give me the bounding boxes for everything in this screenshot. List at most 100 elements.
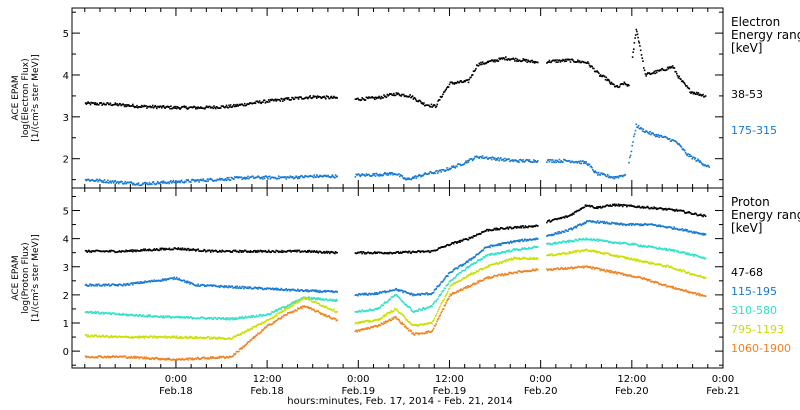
data-point [178, 336, 180, 339]
data-point [529, 161, 532, 163]
data-point [236, 250, 238, 253]
data-point [547, 242, 550, 245]
data-point [358, 330, 361, 332]
data-point [287, 307, 290, 309]
data-point [460, 264, 462, 266]
data-point [112, 312, 115, 314]
data-point [460, 80, 462, 82]
data-point [323, 306, 325, 308]
data-point [596, 221, 598, 223]
data-point [258, 177, 261, 179]
data-point [150, 183, 152, 185]
legend-title-line: Energy range [731, 208, 800, 222]
data-point [110, 284, 113, 286]
data-point [234, 285, 237, 288]
data-point [108, 249, 111, 252]
data-point [199, 285, 201, 287]
data-point [646, 73, 648, 75]
data-point [404, 325, 407, 327]
data-point [201, 250, 204, 252]
data-point [273, 251, 276, 253]
data-point [392, 174, 394, 176]
data-point [108, 181, 111, 183]
data-point [272, 288, 275, 291]
data-point [192, 248, 195, 250]
data-point [125, 249, 127, 252]
data-point [641, 130, 644, 132]
data-point [363, 321, 365, 324]
data-point [324, 306, 326, 309]
data-point [593, 171, 596, 174]
data-point [271, 288, 273, 290]
data-point [297, 308, 300, 310]
data-point [181, 181, 184, 184]
data-point [704, 257, 707, 260]
data-point [234, 316, 237, 319]
data-point [286, 97, 288, 99]
y-axis-label-line: ACE EPAM [11, 75, 21, 120]
data-point [102, 334, 104, 337]
data-point [142, 357, 145, 360]
data-point [324, 96, 326, 99]
data-point [88, 102, 91, 104]
data-point [93, 250, 95, 252]
data-point [597, 206, 600, 208]
data-point [194, 106, 196, 108]
data-point [173, 335, 176, 337]
data-point [487, 264, 490, 267]
plot-frame [71, 187, 724, 369]
data-point [311, 250, 314, 253]
data-point [468, 274, 471, 276]
data-point [554, 232, 557, 234]
data-point [431, 292, 433, 295]
data-point [514, 226, 517, 228]
data-point [372, 326, 374, 329]
data-point [442, 280, 444, 283]
data-point [238, 285, 241, 288]
data-point [305, 289, 307, 291]
data-point [516, 160, 519, 163]
data-point [127, 314, 130, 317]
data-point [205, 250, 208, 253]
data-point [640, 128, 643, 130]
data-point [127, 336, 129, 338]
data-point [479, 233, 481, 235]
data-point [205, 180, 208, 183]
data-point [432, 327, 435, 330]
data-point [702, 276, 704, 278]
data-point [577, 161, 579, 163]
data-point [306, 297, 309, 300]
data-point [375, 97, 378, 100]
data-point [244, 344, 247, 346]
data-point [562, 58, 564, 61]
data-point [188, 336, 190, 339]
data-point [273, 176, 276, 179]
data-point [586, 163, 588, 165]
data-point [518, 257, 520, 259]
data-point [634, 34, 637, 36]
data-point [388, 172, 390, 175]
data-point [372, 309, 374, 311]
data-point [119, 181, 122, 184]
data-point [139, 250, 142, 252]
data-point [482, 230, 485, 233]
data-point [221, 355, 224, 358]
data-point [646, 246, 649, 248]
data-point [241, 285, 243, 288]
data-point [679, 251, 681, 254]
data-point [122, 356, 124, 358]
data-point [94, 284, 97, 287]
data-point [203, 284, 205, 286]
data-point [605, 76, 608, 79]
data-point [272, 322, 274, 325]
data-point [524, 248, 527, 251]
data-point [439, 294, 442, 297]
data-point [583, 160, 586, 163]
data-point [506, 226, 509, 228]
data-point [288, 176, 291, 179]
data-point [486, 228, 489, 231]
data-point [517, 240, 519, 243]
data-point [99, 355, 102, 357]
data-point [229, 318, 231, 321]
data-point [488, 60, 490, 62]
